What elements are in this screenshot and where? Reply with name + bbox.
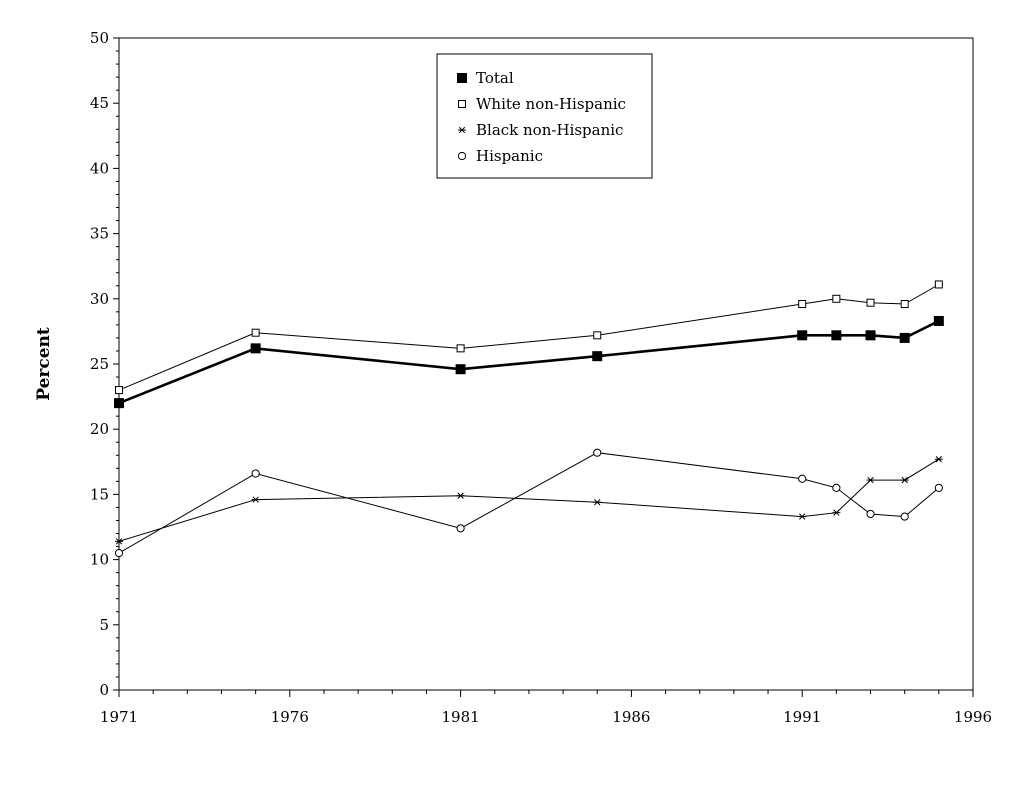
data-point-hispanic bbox=[900, 512, 909, 521]
data-point-white-non-hispanic bbox=[798, 300, 807, 309]
data-point-total bbox=[933, 315, 944, 326]
series-line-black-non-hispanic bbox=[118, 458, 940, 542]
y-tick-label: 0 bbox=[99, 681, 109, 699]
data-point-white-non-hispanic bbox=[115, 386, 123, 395]
y-tick-label: 35 bbox=[90, 225, 109, 243]
y-tick-label: 5 bbox=[99, 616, 109, 634]
y-tick-label: 25 bbox=[90, 355, 109, 373]
data-point-hispanic bbox=[456, 524, 465, 533]
series-hispanic bbox=[114, 448, 943, 558]
series-black-non-hispanic bbox=[115, 456, 943, 545]
data-point-black-non-hispanic bbox=[866, 476, 875, 484]
data-point-total bbox=[831, 330, 842, 341]
data-point-white-non-hispanic bbox=[456, 344, 465, 353]
x-axis: 1971 1976 1981 1986 1991 1996 bbox=[100, 690, 992, 726]
x-tick-label: 1976 bbox=[271, 708, 309, 726]
series-layer bbox=[114, 280, 944, 558]
data-point-hispanic bbox=[798, 474, 807, 483]
data-point-black-non-hispanic bbox=[251, 496, 260, 503]
series-total bbox=[114, 315, 944, 409]
data-point-total bbox=[250, 343, 261, 354]
data-point-white-non-hispanic bbox=[593, 331, 602, 340]
series-line-total bbox=[118, 319, 940, 405]
x-tick-label: 1971 bbox=[100, 708, 138, 726]
x-tick-label: 1986 bbox=[612, 708, 650, 726]
data-point-white-non-hispanic bbox=[251, 328, 260, 337]
y-tick-label: 15 bbox=[90, 485, 109, 503]
data-point-total bbox=[455, 364, 466, 375]
data-point-white-non-hispanic bbox=[866, 298, 875, 307]
legend-label-black-non-hispanic: Black non-Hispanic bbox=[476, 121, 623, 139]
series-line-hispanic bbox=[118, 452, 940, 554]
y-tick-label: 30 bbox=[90, 290, 109, 308]
x-tick-label: 1991 bbox=[783, 708, 821, 726]
legend-box bbox=[436, 53, 653, 179]
y-tick-label: 50 bbox=[90, 29, 109, 47]
legend-marker-hispanic bbox=[457, 151, 467, 161]
data-point-black-non-hispanic bbox=[456, 492, 465, 499]
legend-item-white-non-hispanic: White non-Hispanic bbox=[458, 95, 626, 113]
data-point-total bbox=[865, 330, 876, 341]
x-tick-label: 1996 bbox=[954, 708, 992, 726]
legend-label-white-non-hispanic: White non-Hispanic bbox=[476, 95, 626, 113]
data-point-total bbox=[899, 332, 910, 343]
legend-marker-total bbox=[457, 73, 467, 83]
data-point-black-non-hispanic bbox=[934, 456, 943, 463]
legend-label-total: Total bbox=[476, 69, 514, 87]
x-tick-label: 1981 bbox=[442, 708, 480, 726]
data-point-total bbox=[797, 330, 808, 341]
y-tick-label: 20 bbox=[90, 420, 109, 438]
data-point-hispanic bbox=[934, 483, 943, 492]
data-point-black-non-hispanic bbox=[593, 499, 602, 506]
data-point-total bbox=[114, 398, 124, 409]
y-axis-label: Percent bbox=[34, 327, 54, 401]
data-point-hispanic bbox=[114, 548, 124, 558]
y-tick-label: 40 bbox=[90, 159, 109, 177]
data-point-hispanic bbox=[593, 448, 602, 457]
data-point-total bbox=[592, 351, 603, 362]
data-point-white-non-hispanic bbox=[900, 300, 909, 309]
data-point-black-non-hispanic bbox=[798, 513, 807, 520]
y-tick-label: 45 bbox=[90, 94, 109, 112]
data-point-black-non-hispanic bbox=[115, 538, 123, 545]
legend-label-hispanic: Hispanic bbox=[476, 147, 543, 165]
legend-marker-white-non-hispanic bbox=[458, 100, 466, 108]
data-point-white-non-hispanic bbox=[832, 294, 841, 303]
legend: Total White non-Hispanic Black non-Hispani… bbox=[436, 53, 653, 179]
data-point-hispanic bbox=[251, 469, 260, 478]
data-point-hispanic bbox=[866, 509, 875, 519]
data-point-black-non-hispanic bbox=[832, 509, 841, 516]
y-axis: 0 5 10 15 20 25 30 35 40 45 50 bbox=[90, 29, 119, 699]
legend-item-hispanic: Hispanic bbox=[457, 147, 543, 165]
legend-marker-black-non-hispanic bbox=[458, 126, 466, 134]
data-point-white-non-hispanic bbox=[934, 280, 943, 289]
data-point-black-non-hispanic bbox=[900, 476, 909, 484]
series-line-white-non-hispanic bbox=[118, 284, 940, 391]
series-white-non-hispanic bbox=[115, 280, 943, 395]
data-point-hispanic bbox=[832, 483, 841, 492]
legend-item-total: Total bbox=[457, 69, 514, 87]
legend-item-black-non-hispanic: Black non-Hispanic bbox=[458, 121, 623, 139]
y-tick-label: 10 bbox=[90, 551, 109, 569]
